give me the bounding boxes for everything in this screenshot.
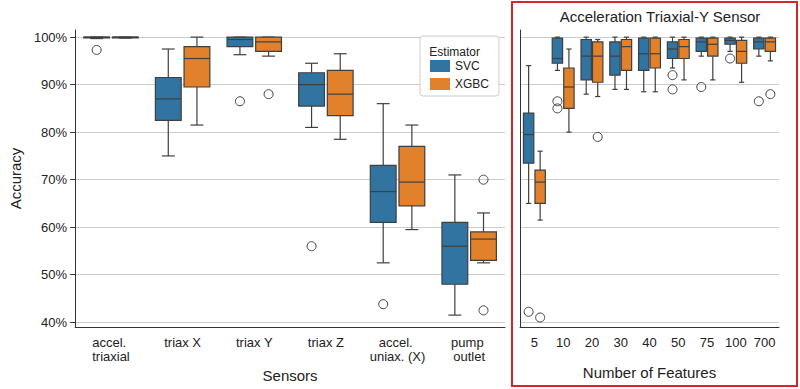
svg-text:30: 30 <box>613 335 627 350</box>
svg-text:10: 10 <box>556 335 570 350</box>
svg-text:Acceleration Triaxial-Y Sensor: Acceleration Triaxial-Y Sensor <box>560 8 761 25</box>
svg-text:20: 20 <box>585 335 599 350</box>
svg-text:80%: 80% <box>41 125 67 140</box>
svg-text:5: 5 <box>531 335 538 350</box>
svg-text:triax Y: triax Y <box>236 335 273 350</box>
svg-text:XGBC: XGBC <box>455 77 489 91</box>
svg-text:100%: 100% <box>34 30 68 45</box>
svg-text:Estimator: Estimator <box>429 45 480 59</box>
svg-text:700: 700 <box>754 335 776 350</box>
svg-text:triax X: triax X <box>164 335 201 350</box>
svg-text:75: 75 <box>700 335 714 350</box>
svg-text:triax Z: triax Z <box>308 335 344 350</box>
svg-text:100: 100 <box>725 335 747 350</box>
svg-text:pump: pump <box>451 335 487 350</box>
svg-text:40: 40 <box>642 335 656 350</box>
svg-text:uniax. (X): uniax. (X) <box>370 349 426 364</box>
svg-text:SVC: SVC <box>455 59 480 73</box>
svg-text:Accuracy: Accuracy <box>7 147 24 209</box>
svg-text:accel.: accel. <box>379 335 417 350</box>
svg-text:50: 50 <box>671 335 685 350</box>
svg-text:60%: 60% <box>41 220 67 235</box>
svg-text:50%: 50% <box>41 267 67 282</box>
svg-text:Number of Features: Number of Features <box>583 364 716 381</box>
svg-text:triaxial: triaxial <box>92 349 130 364</box>
svg-text:70%: 70% <box>41 172 67 187</box>
svg-text:Sensors: Sensors <box>263 367 318 384</box>
svg-text:90%: 90% <box>41 77 67 92</box>
svg-text:40%: 40% <box>41 315 67 330</box>
svg-text:accel.: accel. <box>92 335 130 350</box>
svg-text:outlet: outlet <box>453 349 485 364</box>
